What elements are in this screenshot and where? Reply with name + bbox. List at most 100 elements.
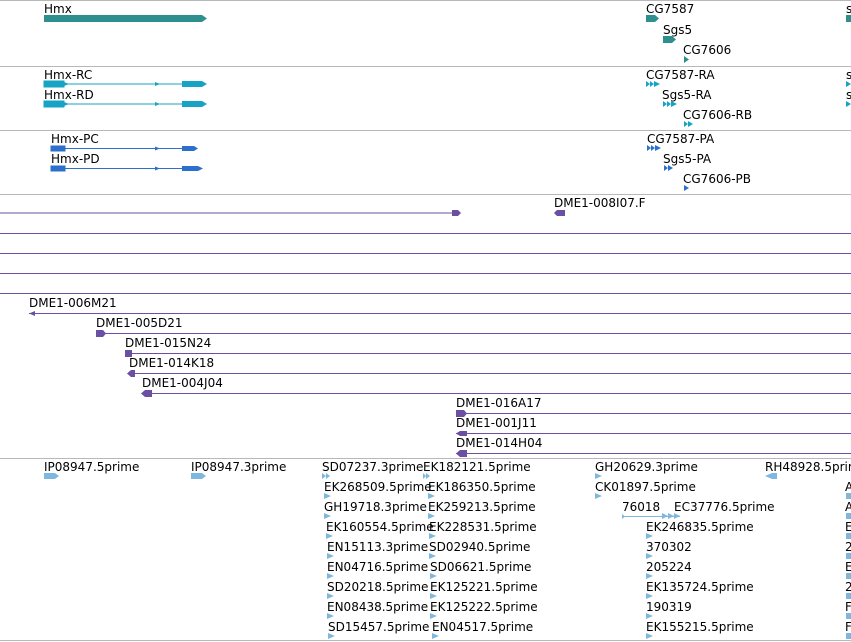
bac-glyphs — [0, 210, 851, 457]
bac-track: DME1-008I07.F DME1-006M21 DME1-005D21 DM… — [0, 194, 851, 458]
protein-label: Hmx-PC — [51, 132, 99, 146]
protein-feature-hmx-pd[interactable] — [50, 165, 203, 172]
protein-feature-cg7606-pb[interactable] — [684, 185, 689, 191]
bac-label: DME1-005D21 — [96, 316, 183, 330]
gene-feature-sgs5[interactable] — [663, 36, 676, 43]
est-feature[interactable] — [327, 593, 334, 599]
bac-feature-dme1-015n24[interactable] — [125, 350, 851, 357]
est-feature[interactable] — [328, 633, 335, 639]
est-feature[interactable] — [324, 513, 331, 519]
bac-label: DME1-014K18 — [129, 356, 215, 370]
est-label: EK160554.5prime — [326, 520, 434, 534]
track-separator — [0, 0, 851, 1]
bac-feature-dme1-006m21[interactable] — [29, 311, 851, 316]
est-feature[interactable] — [646, 553, 653, 559]
est-label: SD20218.5prime — [327, 580, 429, 594]
est-feature[interactable] — [191, 473, 206, 479]
est-label: A — [845, 480, 851, 494]
est-label: RH48928.5prim — [765, 460, 851, 474]
est-label: IP08947.5prime — [44, 460, 140, 474]
est-feature[interactable] — [430, 613, 437, 619]
transcript-feature-sgs5-ra[interactable] — [663, 101, 677, 107]
est-feature[interactable] — [846, 513, 851, 519]
gene-feature-cg7606[interactable] — [684, 56, 689, 63]
est-feature[interactable] — [327, 613, 334, 619]
transcript-feature-s[interactable] — [846, 81, 851, 107]
gene-glyphs — [44, 15, 851, 63]
bac-feature-dme1-016a17[interactable] — [456, 410, 851, 417]
track-separator — [0, 194, 851, 195]
est-feature[interactable] — [846, 573, 851, 579]
est-feature[interactable] — [846, 553, 851, 559]
est-feature[interactable] — [846, 613, 851, 619]
est-feature[interactable] — [430, 573, 437, 579]
est-feature[interactable] — [429, 533, 436, 539]
est-label: CK01897.5prime — [595, 480, 696, 494]
est-feature[interactable] — [646, 633, 653, 639]
est-feature[interactable] — [846, 593, 851, 599]
transcript-label: Sgs5-RA — [662, 88, 712, 102]
bac-feature-dme1-014h04[interactable] — [456, 450, 851, 457]
est-feature[interactable] — [429, 553, 436, 559]
est-label: EK186350.5prime — [428, 480, 536, 494]
est-feature[interactable] — [428, 513, 435, 519]
est-feature[interactable] — [646, 533, 653, 539]
est-feature[interactable] — [846, 493, 851, 499]
est-label: E — [845, 560, 851, 574]
track-separator — [0, 640, 851, 641]
bac-label: DME1-008I07.F — [554, 196, 646, 210]
transcript-feature-hmx-rd[interactable] — [43, 100, 207, 108]
bac-feature-dme1-008i07[interactable] — [554, 210, 565, 216]
transcript-feature-hmx-rc[interactable] — [43, 80, 207, 88]
est-feature[interactable] — [44, 473, 59, 479]
est-feature[interactable] — [646, 613, 653, 619]
transcript-track: Hmx-RC Hmx-RD CG7587-RA Sgs5-RA CG7606-R… — [0, 66, 851, 130]
est-feature[interactable] — [423, 473, 430, 479]
gene-feature-hmx[interactable] — [44, 15, 207, 22]
est-feature[interactable] — [595, 493, 602, 499]
protein-feature-cg7587-pa[interactable] — [647, 145, 661, 151]
est-feature[interactable] — [430, 593, 437, 599]
est-feature[interactable] — [846, 633, 851, 639]
est-feature[interactable] — [324, 493, 331, 499]
transcript-feature-cg7587-ra[interactable] — [646, 81, 660, 87]
est-feature[interactable] — [432, 633, 439, 639]
est-feature[interactable] — [646, 573, 653, 579]
transcript-label: s — [846, 88, 851, 102]
bac-feature-long-1[interactable] — [0, 210, 461, 216]
bac-feature-dme1-014k18[interactable] — [127, 370, 851, 377]
est-label: 2 — [845, 580, 851, 594]
gene-label: Sgs5 — [663, 23, 693, 37]
est-feature[interactable] — [765, 473, 777, 479]
est-feature[interactable] — [646, 593, 653, 599]
est-feature[interactable] — [327, 553, 334, 559]
protein-feature-hmx-pc[interactable] — [50, 145, 198, 152]
est-label: EK125221.5prime — [430, 580, 538, 594]
est-feature[interactable] — [428, 493, 435, 499]
est-feature[interactable] — [327, 573, 334, 579]
est-label: 76018 — [622, 500, 661, 514]
protein-feature-sgs5-pa[interactable] — [664, 165, 673, 171]
est-label: IP08947.3prime — [191, 460, 287, 474]
est-feature[interactable] — [326, 533, 333, 539]
est-label: SD06621.5prime — [430, 560, 532, 574]
transcript-feature-cg7606-rb[interactable] — [684, 121, 693, 127]
est-feature[interactable] — [846, 533, 851, 539]
est-feature[interactable] — [595, 473, 602, 479]
est-feature[interactable] — [622, 513, 680, 519]
est-label: SD02940.5prime — [429, 540, 531, 554]
est-label: EK228531.5prime — [429, 520, 537, 534]
gene-feature-cg7587[interactable] — [646, 15, 659, 22]
transcript-label: Hmx-RD — [44, 88, 94, 102]
bac-feature-dme1-001j11[interactable] — [456, 431, 851, 436]
bac-feature-dme1-004j04[interactable] — [141, 390, 851, 397]
transcript-label: CG7587-RA — [646, 68, 715, 82]
transcript-label: Hmx-RC — [44, 68, 93, 82]
est-feature[interactable] — [322, 473, 330, 479]
est-label: 190319 — [646, 600, 692, 614]
bac-label: DME1-006M21 — [29, 296, 117, 310]
est-label: E — [845, 520, 851, 534]
bac-feature-dme1-005d21[interactable] — [96, 330, 851, 337]
gene-feature-s[interactable] — [846, 15, 851, 22]
